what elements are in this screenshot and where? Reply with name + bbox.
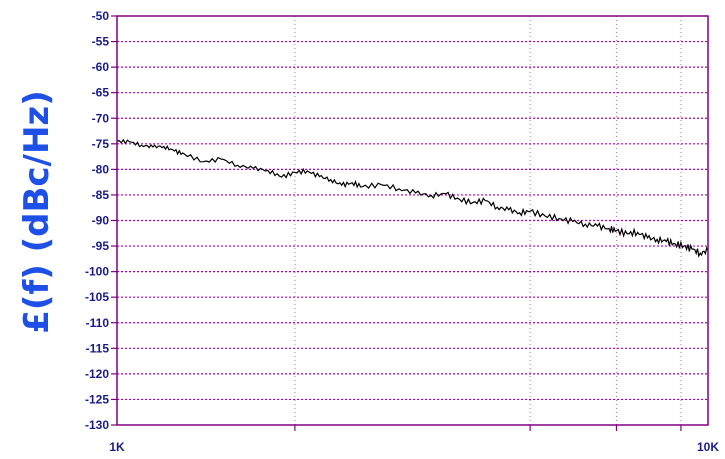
y-axis-label: £(f) (dBc/Hz) <box>17 90 57 334</box>
x-tick-label: 10K <box>697 440 719 454</box>
y-tick-label: -130 <box>85 418 109 432</box>
noise-series-line <box>116 138 709 258</box>
y-tick-label: -95 <box>92 239 110 253</box>
y-tick-label: -70 <box>92 111 110 125</box>
y-tick-label: -105 <box>85 290 109 304</box>
y-tick-label: -115 <box>86 341 110 355</box>
y-tick-label: -110 <box>86 316 110 330</box>
y-tick-label: -65 <box>92 86 110 100</box>
tick-label-layer: -50 -55 -60 -65 -70 -75 -80 -85 -90 -95 -100 -105 -1… <box>85 9 719 454</box>
grid-layer <box>117 16 708 425</box>
y-tick-label: -60 <box>92 60 110 74</box>
x-tick-label: 1K <box>109 440 125 454</box>
y-tick-label: -90 <box>92 214 110 228</box>
y-tick-label: -80 <box>92 162 110 176</box>
y-tick-label: -125 <box>85 392 109 406</box>
y-tick-label: -75 <box>92 137 110 151</box>
plot-frame <box>116 15 709 426</box>
y-tick-label: -100 <box>85 265 109 279</box>
y-tick-label: -120 <box>85 367 109 381</box>
y-tick-label: -55 <box>92 35 110 49</box>
y-tick-label: -85 <box>92 188 110 202</box>
y-tick-label: -50 <box>92 9 110 23</box>
series-layer <box>116 138 709 258</box>
